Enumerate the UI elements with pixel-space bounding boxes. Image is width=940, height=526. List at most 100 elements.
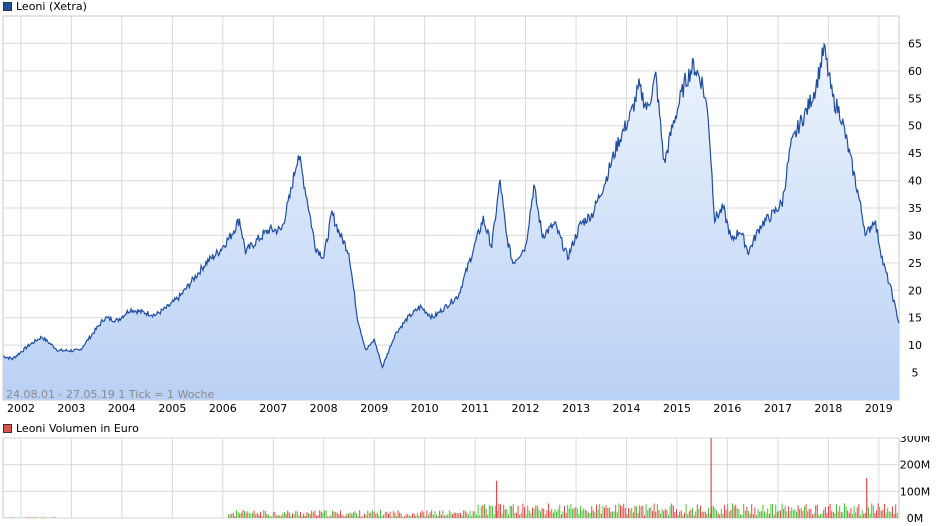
price-y-tick-label: 55: [908, 92, 922, 105]
volume-bar: [472, 511, 474, 518]
volume-bar: [764, 511, 765, 518]
volume-bar: [263, 510, 265, 518]
volume-bar: [511, 506, 513, 518]
volume-bar: [588, 512, 589, 518]
volume-bar: [605, 505, 607, 518]
volume-bar: [845, 506, 847, 518]
volume-bar: [602, 506, 604, 518]
volume-bar: [317, 515, 319, 518]
volume-bar: [760, 511, 762, 518]
volume-bar: [740, 514, 741, 518]
volume-bar: [844, 503, 845, 518]
volume-bar: [735, 504, 737, 518]
volume-bar: [733, 506, 735, 518]
price-y-tick-label: 5: [912, 367, 919, 380]
volume-bar: [533, 508, 535, 518]
volume-bar: [772, 503, 773, 518]
volume-bar: [407, 513, 409, 518]
volume-bar: [324, 510, 325, 518]
volume-bar: [234, 516, 236, 518]
volume-bar: [773, 514, 775, 518]
volume-bar: [437, 516, 439, 518]
volume-bar: [728, 511, 730, 518]
volume-bar: [400, 513, 402, 518]
volume-bar: [527, 505, 529, 518]
volume-bar: [767, 508, 769, 518]
volume-bar: [860, 515, 861, 518]
volume-bar: [884, 503, 885, 518]
volume-bar: [823, 509, 825, 518]
volume-bar: [776, 511, 778, 518]
volume-bar: [303, 513, 305, 518]
volume-bar: [466, 512, 468, 518]
volume-bar: [232, 512, 234, 518]
volume-bar: [405, 514, 407, 518]
volume-bar: [487, 514, 489, 518]
volume-bar: [378, 515, 380, 518]
price-y-tick-label: 30: [908, 229, 922, 242]
volume-bar: [351, 513, 353, 518]
volume-bar: [24, 517, 26, 518]
volume-bar: [354, 511, 356, 518]
volume-y-tick-label: 0M: [907, 512, 924, 525]
volume-bar: [600, 513, 602, 518]
volume-bar: [810, 508, 812, 518]
volume-bar: [381, 516, 383, 518]
volume-bar: [575, 507, 577, 518]
volume-bar: [282, 512, 284, 518]
volume-bar: [287, 510, 289, 518]
volume-bar: [247, 511, 249, 518]
volume-bar: [752, 514, 754, 518]
volume-bar: [877, 503, 879, 518]
volume-bar: [357, 516, 359, 518]
volume-bar: [642, 505, 644, 518]
volume-bar: [31, 517, 33, 518]
volume-bar: [775, 504, 777, 518]
volume-bar: [741, 514, 743, 518]
volume-bar: [658, 509, 660, 518]
volume-bar: [480, 506, 482, 518]
price-x-tick-label: 2010: [411, 402, 439, 415]
volume-bar: [239, 513, 241, 518]
price-chart: 5 10 15 20 25 30 35 40 45 50 55 60 65 2002 2003 2004 200…: [2, 15, 922, 415]
volume-bar: [668, 514, 669, 518]
volume-bar: [762, 504, 764, 518]
volume-bar: [237, 512, 239, 518]
volume-bar: [540, 511, 541, 518]
volume-bar: [468, 514, 469, 518]
volume-y-tick-label: 100M: [900, 485, 931, 498]
volume-bar: [882, 509, 884, 518]
volume-bar: [276, 515, 277, 518]
volume-bar: [692, 507, 693, 518]
volume-legend-swatch: [3, 424, 12, 433]
volume-bar: [791, 507, 793, 518]
volume-bar: [797, 505, 799, 518]
volume-bar: [362, 516, 364, 518]
volume-bar: [725, 509, 727, 518]
price-x-tick-label: 2009: [360, 402, 388, 415]
volume-bar: [695, 511, 697, 518]
volume-bar: [584, 509, 586, 518]
volume-bar: [620, 505, 621, 518]
volume-bar: [816, 504, 818, 518]
volume-bar: [703, 511, 705, 518]
volume-bar: [392, 511, 394, 518]
volume-bar: [720, 508, 722, 518]
volume-bar: [892, 506, 893, 518]
price-x-tick-label: 2016: [713, 402, 741, 415]
volume-bar: [666, 510, 668, 518]
volume-bar: [781, 503, 783, 518]
volume-bar: [716, 510, 717, 518]
volume-bar: [632, 512, 634, 518]
volume-bar: [261, 516, 263, 518]
volume-bar: [346, 513, 348, 518]
volume-bar: [608, 507, 610, 518]
price-x-tick-label: 2006: [209, 402, 237, 415]
volume-bar: [242, 510, 244, 518]
volume-bar: [463, 510, 465, 518]
volume-bar: [708, 508, 709, 518]
volume-bar: [788, 506, 789, 518]
volume-bar: [469, 511, 471, 518]
volume-bar: [661, 509, 663, 518]
volume-bar: [248, 512, 250, 518]
